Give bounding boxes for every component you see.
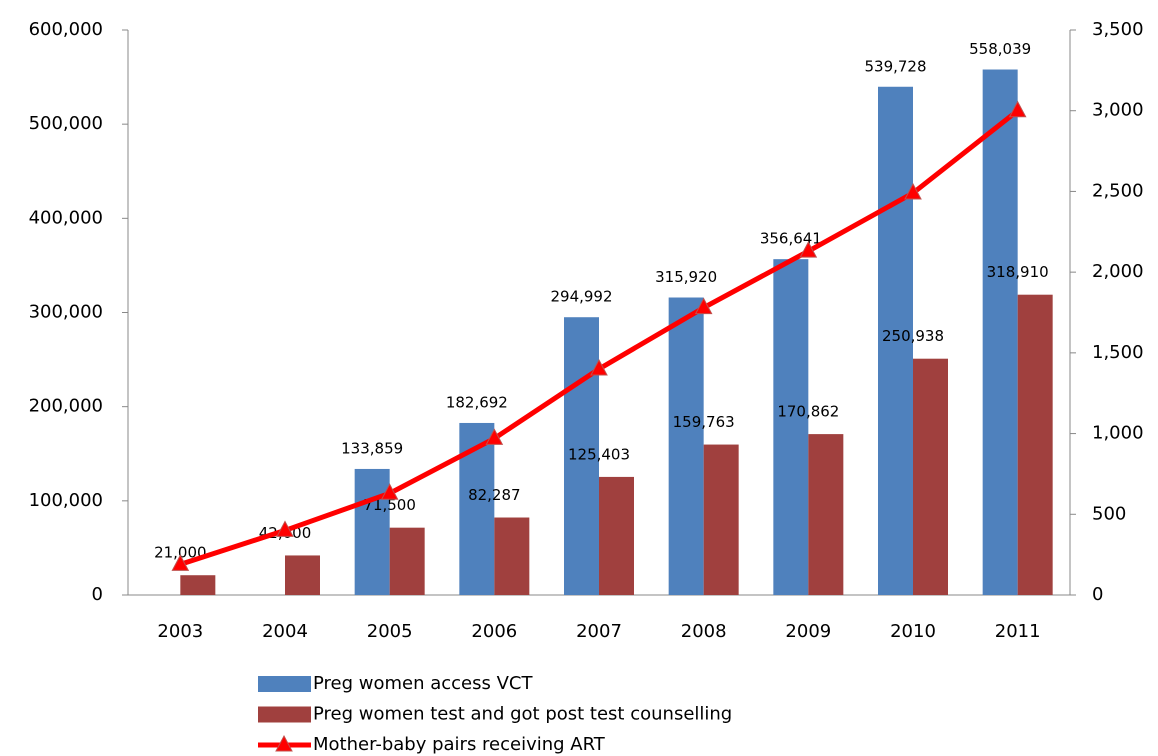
marker — [1008, 100, 1027, 118]
bar — [1017, 294, 1053, 595]
legend-label: Mother-baby pairs receiving ART — [313, 734, 606, 755]
y-tick-label: 400,000 — [29, 207, 103, 228]
bar — [913, 358, 948, 595]
x-tick-label: 2007 — [576, 621, 622, 642]
bar — [808, 434, 844, 595]
y2-tick-label: 2,500 — [1092, 180, 1144, 201]
marker — [276, 520, 294, 537]
bar — [599, 476, 634, 595]
marker — [799, 241, 818, 258]
marker — [590, 358, 608, 376]
data-label: 159,763 — [673, 413, 735, 431]
marker — [171, 554, 190, 571]
y2-tick-label: 3,500 — [1092, 19, 1144, 40]
data-label: 71,500 — [363, 496, 416, 514]
bar — [668, 297, 704, 595]
y-tick-label: 100,000 — [29, 490, 103, 511]
y-tick-label: 200,000 — [29, 396, 103, 417]
bar — [982, 69, 1018, 595]
legend-swatch — [258, 706, 311, 723]
bar — [773, 259, 809, 595]
y2-tick-label: 1,500 — [1092, 342, 1144, 363]
data-label: 170,862 — [777, 403, 839, 421]
data-label: 182,692 — [446, 393, 508, 411]
data-label: 315,920 — [655, 268, 717, 286]
y2-tick-label: 1,000 — [1092, 423, 1144, 444]
y2-tick-label: 0 — [1092, 584, 1103, 605]
x-tick-label: 2005 — [367, 621, 413, 642]
data-label: 294,992 — [550, 288, 612, 306]
bar — [703, 444, 739, 595]
marker — [380, 483, 399, 500]
x-tick-label: 2011 — [995, 621, 1041, 642]
x-tick-label: 2004 — [262, 621, 308, 642]
bar — [878, 86, 913, 595]
data-label: 356,641 — [760, 230, 822, 248]
x-tick-label: 2010 — [890, 621, 936, 642]
x-tick-label: 2003 — [157, 621, 203, 642]
bar — [180, 575, 216, 595]
data-label: 318,910 — [987, 263, 1049, 281]
bar — [564, 317, 599, 595]
y2-tick-label: 2,000 — [1092, 261, 1144, 282]
x-tick-label: 2008 — [681, 621, 727, 642]
x-tick-label: 2009 — [785, 621, 831, 642]
marker — [485, 428, 504, 445]
marker — [904, 182, 922, 200]
y-tick-label: 300,000 — [29, 302, 103, 323]
y-tick-label: 600,000 — [29, 19, 103, 40]
y-tick-label: 0 — [92, 584, 103, 605]
y2-tick-label: 500 — [1092, 503, 1126, 524]
legend-label: Preg women test and got post test counse… — [313, 704, 732, 725]
data-label: 82,287 — [468, 486, 521, 504]
y-tick-label: 500,000 — [29, 113, 103, 134]
data-label: 539,728 — [864, 57, 926, 75]
bar — [285, 555, 320, 595]
legend-label: Preg women access VCT — [313, 673, 533, 694]
legend-swatch — [258, 676, 311, 692]
data-label: 125,403 — [568, 445, 630, 463]
legend-marker — [275, 734, 293, 752]
data-label: 558,039 — [969, 40, 1031, 58]
data-label: 250,938 — [882, 327, 944, 345]
marker — [694, 297, 713, 315]
y2-tick-label: 3,000 — [1092, 100, 1144, 121]
bar — [389, 527, 425, 595]
data-label: 21,000 — [154, 544, 207, 562]
x-tick-label: 2006 — [471, 621, 517, 642]
data-label: 133,859 — [341, 439, 403, 457]
bar — [494, 517, 530, 595]
bar — [354, 468, 390, 595]
